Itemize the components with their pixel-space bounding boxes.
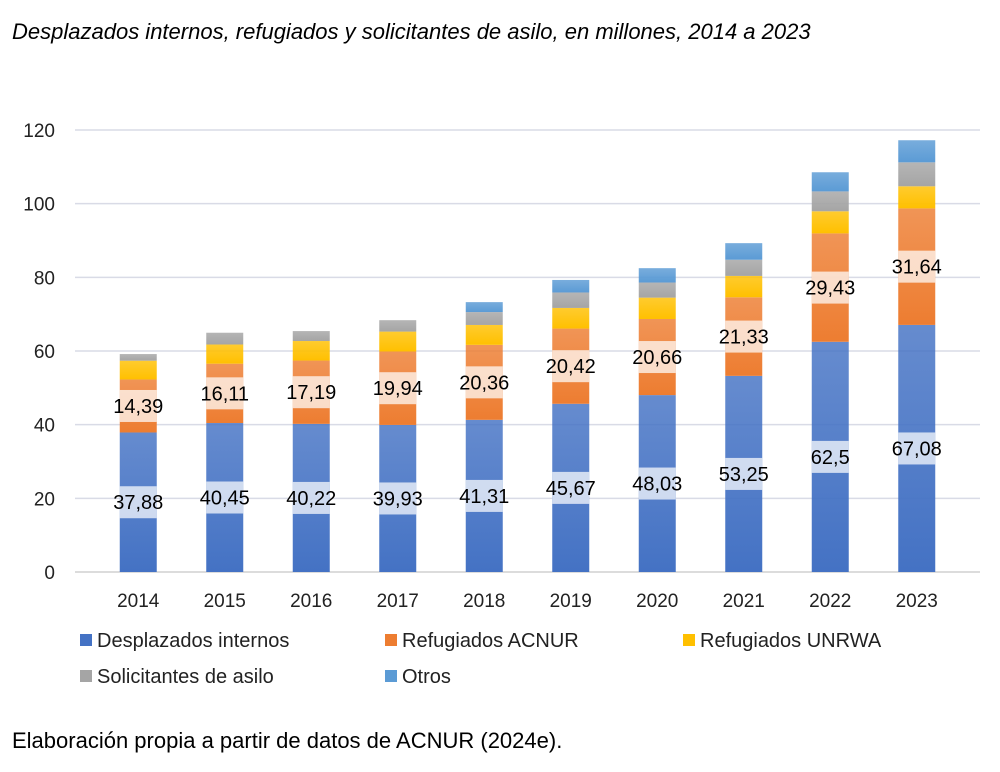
- data-label-background: [898, 250, 936, 283]
- data-label-background: [725, 320, 763, 353]
- bar-segment-solicitantes-de-asilo: [206, 332, 244, 345]
- bar-segment-refugiados-unrwa: [379, 331, 417, 352]
- data-label-background: [206, 481, 244, 514]
- data-label-background: [465, 479, 503, 512]
- legend-label: Otros: [402, 666, 451, 688]
- x-tick-label: 2019: [550, 591, 592, 612]
- data-label: 19,94: [373, 378, 423, 400]
- legend-swatch: [385, 634, 397, 646]
- data-label: 37,88: [113, 492, 163, 514]
- legend-label: Desplazados internos: [97, 630, 289, 652]
- data-label: 16,11: [200, 383, 249, 405]
- x-tick-label: 2016: [290, 591, 332, 612]
- x-tick-label: 2023: [896, 591, 938, 612]
- data-label-background: [292, 376, 330, 409]
- bar-segment-solicitantes-de-asilo: [379, 320, 417, 332]
- data-label: 20,66: [632, 347, 682, 369]
- data-label: 39,93: [373, 488, 423, 510]
- bar-segment-solicitantes-de-asilo: [465, 312, 503, 325]
- data-label: 31,64: [892, 257, 942, 279]
- bar-segment-refugiados-unrwa: [811, 211, 849, 234]
- bar-segment-refugiados-unrwa: [119, 360, 157, 380]
- bar-segment-solicitantes-de-asilo: [119, 354, 157, 361]
- x-tick-label: 2022: [809, 591, 851, 612]
- data-label: 48,03: [632, 474, 682, 496]
- data-label-background: [638, 467, 676, 500]
- data-label: 14,39: [113, 396, 163, 418]
- bar-segment-refugiados-unrwa: [725, 275, 763, 298]
- data-label: 20,42: [546, 356, 596, 378]
- data-label: 20,36: [459, 372, 509, 394]
- data-label: 67,08: [892, 438, 942, 460]
- bar-segment-solicitantes-de-asilo: [638, 282, 676, 298]
- bar-segment-refugiados-unrwa: [292, 341, 330, 361]
- data-label: 40,45: [200, 488, 250, 510]
- data-label-background: [811, 440, 849, 473]
- stacked-bar-chart: 0 20 40 60 80 100 120 37,88 14,39 2014 40,45 16,11 2…: [23, 121, 980, 688]
- data-label-background: [379, 372, 417, 405]
- data-label-background: [379, 482, 417, 515]
- data-label-background: [552, 350, 590, 383]
- legend-swatch: [80, 670, 92, 682]
- x-tick-label: 2021: [723, 591, 765, 612]
- bar-segment-otros: [552, 279, 590, 293]
- x-tick-label: 2018: [463, 591, 505, 612]
- bar-segment-solicitantes-de-asilo: [811, 191, 849, 212]
- source-note: Elaboración propia a partir de datos de …: [12, 728, 563, 753]
- y-tick-label: 40: [34, 416, 55, 437]
- bar-segment-solicitantes-de-asilo: [898, 162, 936, 187]
- data-label: 40,22: [286, 488, 336, 510]
- data-label-background: [119, 389, 157, 422]
- data-label-background: [638, 341, 676, 374]
- x-tick-label: 2015: [204, 591, 246, 612]
- bar-segment-refugiados-unrwa: [638, 297, 676, 319]
- x-tick-label: 2020: [636, 591, 678, 612]
- bar-segment-refugiados-unrwa: [898, 186, 936, 209]
- data-label: 17,19: [286, 382, 336, 404]
- data-label: 41,31: [459, 486, 509, 508]
- data-label-background: [552, 471, 590, 504]
- data-label-background: [898, 432, 936, 465]
- bar-segment-otros: [465, 302, 503, 313]
- legend-label: Solicitantes de asilo: [97, 666, 274, 688]
- data-label-background: [725, 457, 763, 490]
- legend-swatch: [80, 634, 92, 646]
- bar-segment-otros: [638, 268, 676, 283]
- bar-segment-solicitantes-de-asilo: [725, 259, 763, 276]
- data-label: 29,43: [805, 278, 855, 300]
- data-label-background: [292, 481, 330, 514]
- data-label-background: [206, 377, 244, 410]
- data-label: 21,33: [719, 327, 769, 349]
- y-tick-label: 0: [44, 563, 55, 584]
- y-tick-label: 120: [23, 121, 55, 142]
- y-tick-label: 20: [34, 489, 55, 510]
- data-label: 53,25: [719, 464, 769, 486]
- bar-segment-refugiados-unrwa: [206, 344, 244, 364]
- bar-segment-solicitantes-de-asilo: [552, 292, 590, 308]
- bar-segment-solicitantes-de-asilo: [292, 331, 330, 342]
- y-tick-label: 80: [34, 268, 55, 289]
- x-tick-label: 2014: [117, 591, 160, 612]
- data-label: 62,5: [811, 447, 850, 469]
- bar-segment-otros: [898, 140, 936, 163]
- x-tick-label: 2017: [377, 591, 419, 612]
- bar-segment-refugiados-unrwa: [552, 307, 590, 329]
- legend-swatch: [683, 634, 695, 646]
- legend-label: Refugiados ACNUR: [402, 630, 579, 652]
- bar-segment-otros: [725, 243, 763, 260]
- y-tick-label: 60: [34, 342, 55, 363]
- data-label: 45,67: [546, 478, 596, 500]
- bar-segment-refugiados-unrwa: [465, 324, 503, 345]
- bar-segment-otros: [811, 172, 849, 192]
- legend-swatch: [385, 670, 397, 682]
- y-tick-label: 100: [23, 195, 55, 216]
- data-label-background: [811, 271, 849, 304]
- data-label-background: [119, 486, 157, 519]
- legend-label: Refugiados UNRWA: [700, 630, 882, 652]
- chart-title: Desplazados internos, refugiados y solic…: [12, 19, 811, 44]
- data-label-background: [465, 366, 503, 399]
